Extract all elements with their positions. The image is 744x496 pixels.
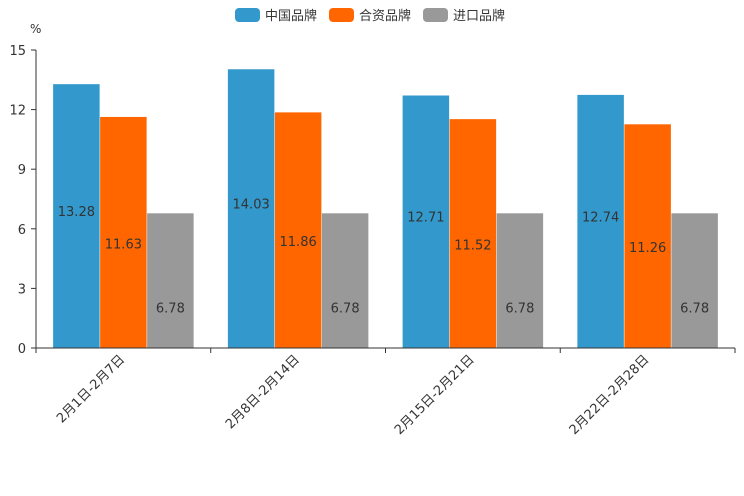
x-axis: 2月1日-2月7日 2月8日-2月14日 2月15日-2月21日 2月22日-2月28… xyxy=(35,347,736,438)
bar-value-label: 6.78 xyxy=(505,302,534,317)
legend-label: 进口品牌 xyxy=(453,8,505,24)
bar-value-label: 11.63 xyxy=(105,237,142,252)
bar xyxy=(402,95,450,349)
legend-swatch xyxy=(235,8,260,22)
bar xyxy=(321,213,369,348)
bar xyxy=(624,124,671,348)
bar-value-label: 6.78 xyxy=(331,302,360,317)
legend-label: 合资品牌 xyxy=(359,8,411,24)
y-tick-label: 12 xyxy=(9,104,26,119)
bar-value-label: 12.71 xyxy=(407,211,444,226)
x-tick-label: 2月15日-2月21日 xyxy=(392,352,478,438)
bar-value-label: 11.52 xyxy=(454,239,491,254)
y-tick-label: 0 xyxy=(18,342,26,357)
x-tick-label: 2月8日-2月14日 xyxy=(223,352,303,432)
bar-value-label: 11.26 xyxy=(629,241,666,256)
bar xyxy=(274,112,322,348)
bar xyxy=(671,213,718,348)
bar xyxy=(100,116,147,348)
y-axis: 0 3 6 9 12 15 xyxy=(9,44,37,357)
legend-label: 中国品牌 xyxy=(265,8,317,24)
bar xyxy=(449,119,497,348)
bar-value-label: 6.78 xyxy=(680,302,709,317)
bar-value-label: 11.86 xyxy=(280,235,317,250)
y-tick-label: 15 xyxy=(9,44,26,59)
bars: 13.28 14.03 12.71 12.74 11.63 11.86 11.52 11.26… xyxy=(53,69,718,349)
bar-value-label: 14.03 xyxy=(233,198,270,213)
bar xyxy=(496,213,544,348)
bar xyxy=(577,94,624,348)
y-tick-label: 6 xyxy=(18,223,26,238)
bar-value-label: 13.28 xyxy=(58,205,95,220)
bar xyxy=(53,84,100,349)
bar-value-label: 12.74 xyxy=(582,210,619,225)
x-tick-label: 2月1日-2月7日 xyxy=(54,352,128,426)
y-axis-unit: % xyxy=(30,22,41,36)
y-tick-label: 3 xyxy=(18,282,26,297)
legend-swatch xyxy=(423,8,448,22)
legend: 中国品牌 合资品牌 进口品牌 xyxy=(235,8,505,24)
y-tick-label: 9 xyxy=(18,163,26,178)
bar xyxy=(147,213,194,348)
bar-value-label: 6.78 xyxy=(156,302,185,317)
bar xyxy=(227,69,275,349)
legend-swatch xyxy=(329,8,354,22)
x-tick-label: 2月22日-2月28日 xyxy=(567,352,653,438)
